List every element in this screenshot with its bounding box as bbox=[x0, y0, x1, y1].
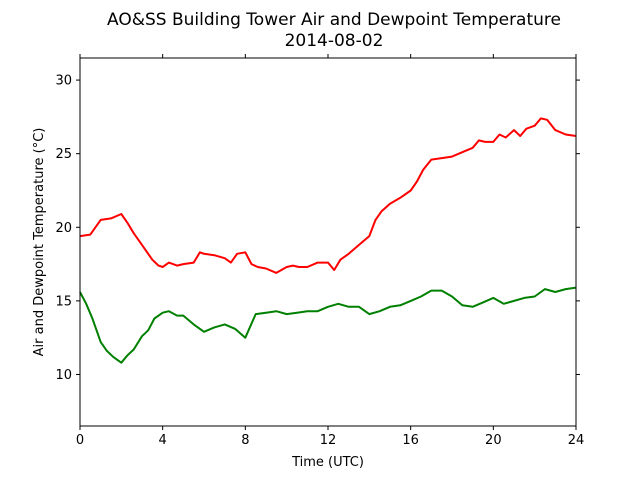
y-tick-label-30: 30 bbox=[55, 74, 72, 89]
y-axis-label: Air and Dewpoint Temperature (°C) bbox=[32, 128, 47, 357]
y-tick-label-20: 20 bbox=[55, 221, 72, 236]
y-tick-label-10: 10 bbox=[55, 368, 72, 383]
x-tick-label-20: 20 bbox=[485, 433, 502, 448]
x-tick-label-4: 4 bbox=[159, 433, 167, 448]
y-tick-label-25: 25 bbox=[55, 147, 72, 162]
x-tick-label-0: 0 bbox=[76, 433, 84, 448]
y-tick-label-15: 15 bbox=[55, 294, 72, 309]
x-tick-label-8: 8 bbox=[241, 433, 249, 448]
chart-subtitle: 2014-08-02 bbox=[285, 31, 384, 51]
x-axis-label: Time (UTC) bbox=[291, 455, 364, 470]
plot-frame bbox=[79, 57, 577, 427]
ticks-layer: 0 4 8 12 16 20 24 10 15 20 25 30 bbox=[55, 54, 584, 448]
x-tick-label-24: 24 bbox=[568, 433, 585, 448]
x-tick-label-16: 16 bbox=[402, 433, 419, 448]
series-line-1 bbox=[79, 286, 577, 364]
x-tick-label-12: 12 bbox=[320, 433, 337, 448]
series-layer bbox=[79, 117, 577, 364]
chart-title: AO&SS Building Tower Air and Dewpoint Te… bbox=[107, 10, 561, 30]
series-line-0 bbox=[79, 117, 577, 274]
